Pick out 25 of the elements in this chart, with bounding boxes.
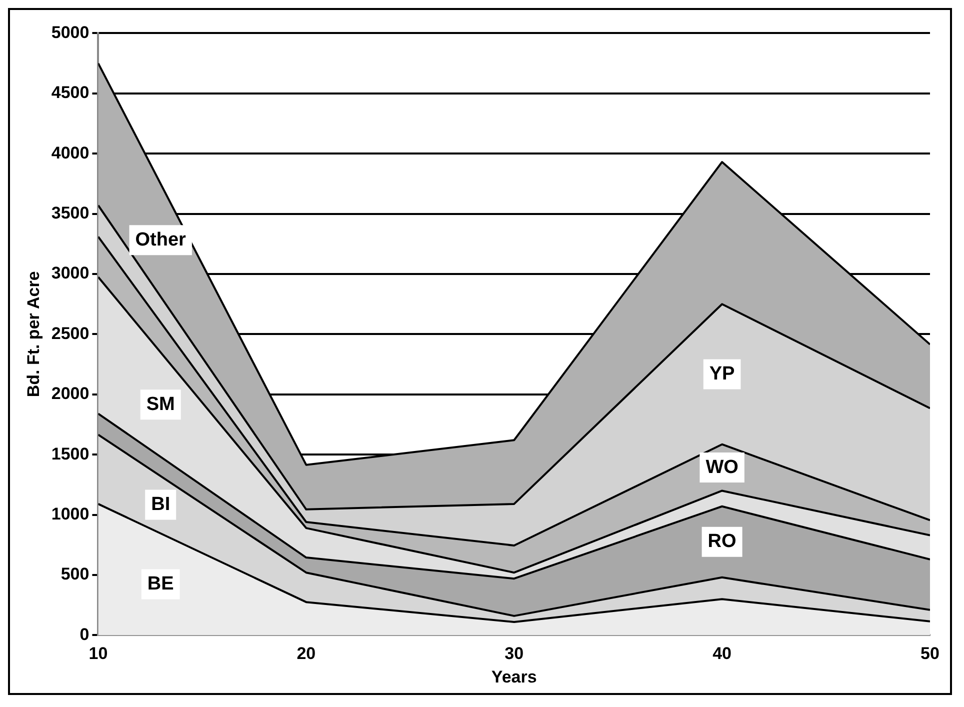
y-tick-label: 3000 [51, 264, 90, 283]
series-label: Other [135, 229, 187, 250]
x-tick-label: 50 [920, 644, 940, 664]
series-label: RO [708, 531, 736, 552]
series-label: BE [147, 574, 174, 595]
y-tick-label: 2000 [51, 384, 90, 404]
x-tick-label: 40 [712, 644, 732, 664]
y-tick-label: 2500 [51, 324, 90, 343]
x-tick-label: 10 [88, 644, 108, 664]
y-tick-label: 0 [80, 624, 90, 644]
x-tick-label: 20 [296, 644, 316, 664]
y-tick-label: 4000 [51, 143, 90, 162]
series-label: SM [146, 394, 175, 415]
series-label: YP [709, 363, 736, 384]
y-tick-label: 3500 [51, 203, 90, 222]
y-tick-label: 5000 [51, 22, 90, 42]
series-label: BI [151, 494, 170, 515]
y-tick-label: 1000 [51, 504, 90, 524]
y-axis-title: Bd. Ft. per Acre [24, 271, 43, 398]
x-axis-title: Years [491, 667, 537, 686]
y-tick-label: 1500 [51, 444, 90, 464]
y-tick-label: 500 [60, 564, 90, 584]
y-tick-label: 4500 [51, 83, 90, 102]
series-label: WO [706, 456, 738, 478]
x-tick-label: 30 [504, 644, 524, 664]
